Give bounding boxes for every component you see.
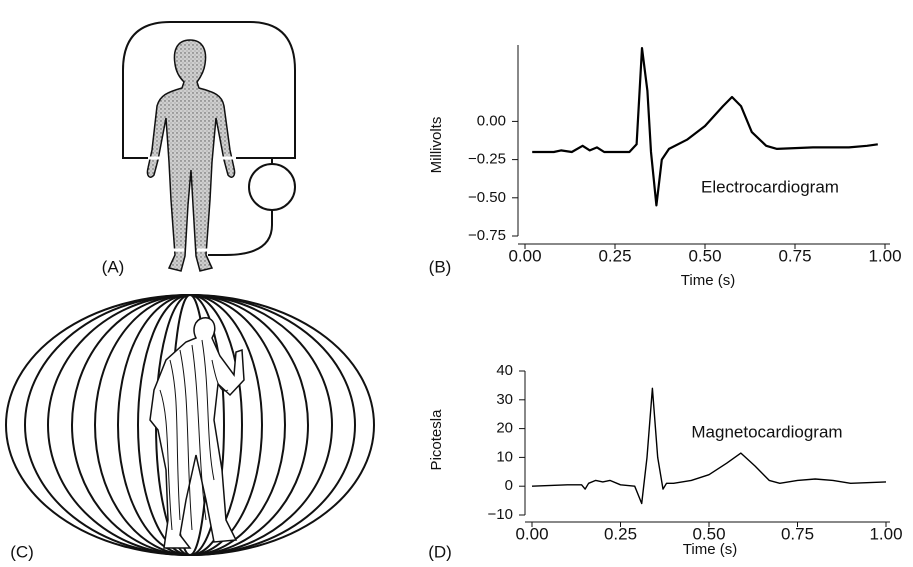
annotation: Magnetocardiogram <box>691 422 842 441</box>
x-tick-label: 0.25 <box>598 246 631 265</box>
annotation: Electrocardiogram <box>701 177 839 196</box>
body-illustration <box>122 21 296 272</box>
y-tick-label: 0 <box>505 477 513 494</box>
y-axis-title: Millivolts <box>428 117 445 174</box>
x-tick-label: 0.25 <box>604 524 637 543</box>
panel-label: (A) <box>102 257 125 276</box>
x-tick-label: 0.75 <box>781 524 814 543</box>
x-tick-label: 0.00 <box>508 246 541 265</box>
x-axis-title: Time (s) <box>681 272 735 289</box>
x-tick-label: 1.00 <box>869 524 902 543</box>
y-axis-title: Picotesla <box>428 409 445 471</box>
panel-label: (C) <box>10 542 34 561</box>
field-illustration <box>5 294 375 556</box>
data-line <box>532 47 878 207</box>
panel-label: (B) <box>429 257 452 276</box>
x-tick-label: 0.50 <box>692 524 725 543</box>
x-tick-label: 0.50 <box>688 246 721 265</box>
y-tick-label: −0.50 <box>468 189 506 206</box>
y-tick-label: 40 <box>496 362 513 379</box>
data-line <box>531 387 887 505</box>
y-tick-label: −0.75 <box>468 227 506 244</box>
x-tick-label: 0.00 <box>515 524 548 543</box>
y-tick-label: 20 <box>496 420 513 437</box>
y-tick-label: 10 <box>496 448 513 465</box>
x-axis-title: Time (s) <box>683 541 737 558</box>
x-tick-label: 1.00 <box>868 246 901 265</box>
y-tick-label: −0.25 <box>468 151 506 168</box>
y-tick-label: −10 <box>488 506 513 523</box>
y-tick-label: 0.00 <box>477 112 506 129</box>
x-tick-label: 0.75 <box>778 246 811 265</box>
panel-label: (D) <box>428 542 452 561</box>
y-tick-label: 30 <box>496 391 513 408</box>
